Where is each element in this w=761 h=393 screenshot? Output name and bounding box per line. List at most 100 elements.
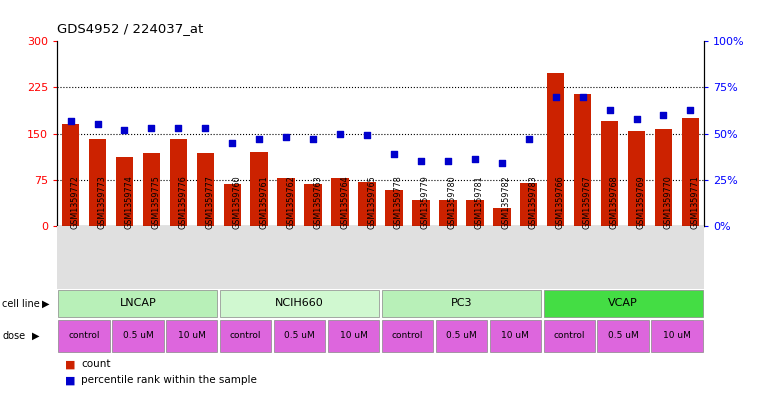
- Bar: [547, 73, 565, 226]
- Bar: [59, 290, 218, 317]
- Bar: [142, 153, 160, 226]
- Bar: [196, 153, 214, 226]
- Text: 10 uM: 10 uM: [339, 331, 368, 340]
- Point: [199, 125, 212, 131]
- Point: [361, 132, 373, 139]
- Bar: [543, 290, 702, 317]
- Text: GSM1359774: GSM1359774: [125, 175, 133, 229]
- Point: [469, 156, 481, 163]
- Bar: [543, 226, 569, 289]
- Point: [65, 118, 77, 124]
- Bar: [650, 226, 677, 289]
- Bar: [354, 226, 380, 289]
- Bar: [116, 157, 133, 226]
- Text: ▶: ▶: [32, 331, 40, 341]
- Point: [658, 112, 670, 118]
- Bar: [328, 320, 379, 352]
- Text: GSM1359766: GSM1359766: [556, 176, 565, 229]
- Bar: [382, 290, 541, 317]
- Bar: [677, 226, 704, 289]
- Bar: [274, 320, 325, 352]
- Point: [523, 136, 535, 142]
- Text: control: control: [392, 331, 423, 340]
- Text: 10 uM: 10 uM: [178, 331, 205, 340]
- Bar: [224, 184, 241, 226]
- Text: PC3: PC3: [451, 298, 472, 308]
- Bar: [59, 320, 110, 352]
- Text: count: count: [81, 359, 111, 369]
- Point: [495, 160, 508, 166]
- Point: [442, 158, 454, 164]
- Bar: [489, 320, 541, 352]
- Bar: [520, 183, 537, 226]
- Text: GSM1359770: GSM1359770: [664, 175, 673, 229]
- Text: GSM1359779: GSM1359779: [421, 175, 430, 229]
- Text: dose: dose: [2, 331, 25, 341]
- Text: VCAP: VCAP: [608, 298, 638, 308]
- Text: 0.5 uM: 0.5 uM: [446, 331, 476, 340]
- Bar: [62, 124, 79, 226]
- Text: LNCAP: LNCAP: [119, 298, 156, 308]
- Bar: [380, 226, 407, 289]
- Text: 0.5 uM: 0.5 uM: [285, 331, 315, 340]
- Point: [603, 107, 616, 113]
- Text: ■: ■: [65, 375, 75, 385]
- Bar: [466, 200, 483, 226]
- Text: 0.5 uM: 0.5 uM: [608, 331, 638, 340]
- Bar: [192, 226, 219, 289]
- Point: [388, 151, 400, 157]
- Point: [145, 125, 158, 131]
- Text: GSM1359773: GSM1359773: [97, 175, 107, 229]
- Text: control: control: [68, 331, 100, 340]
- Bar: [219, 226, 246, 289]
- Bar: [489, 226, 515, 289]
- Text: cell line: cell line: [2, 299, 40, 309]
- Point: [334, 130, 346, 137]
- Bar: [272, 226, 300, 289]
- Text: GSM1359763: GSM1359763: [313, 176, 322, 229]
- Bar: [654, 129, 672, 226]
- Text: GSM1359775: GSM1359775: [151, 175, 161, 229]
- Bar: [358, 182, 376, 226]
- Point: [684, 107, 696, 113]
- Text: GSM1359782: GSM1359782: [501, 175, 511, 229]
- Bar: [111, 226, 138, 289]
- Bar: [331, 178, 349, 226]
- Bar: [113, 320, 164, 352]
- Bar: [461, 226, 489, 289]
- Bar: [569, 226, 596, 289]
- Point: [119, 127, 131, 133]
- Point: [549, 94, 562, 100]
- Bar: [220, 320, 272, 352]
- Bar: [170, 139, 187, 226]
- Point: [415, 158, 427, 164]
- Bar: [597, 320, 648, 352]
- Text: GSM1359771: GSM1359771: [690, 175, 699, 229]
- Text: GSM1359760: GSM1359760: [232, 176, 241, 229]
- Bar: [57, 226, 84, 289]
- Bar: [138, 226, 165, 289]
- Text: NCIH660: NCIH660: [275, 298, 324, 308]
- Bar: [435, 226, 461, 289]
- Text: ■: ■: [65, 359, 75, 369]
- Bar: [304, 184, 322, 226]
- Bar: [436, 320, 487, 352]
- Text: 0.5 uM: 0.5 uM: [123, 331, 153, 340]
- Text: GSM1359768: GSM1359768: [610, 176, 619, 229]
- Bar: [220, 290, 379, 317]
- Bar: [515, 226, 543, 289]
- Text: GSM1359781: GSM1359781: [475, 176, 484, 229]
- Point: [630, 116, 642, 122]
- Bar: [246, 226, 272, 289]
- Text: GSM1359777: GSM1359777: [205, 175, 215, 229]
- Text: GSM1359761: GSM1359761: [260, 176, 268, 229]
- Text: ▶: ▶: [42, 299, 49, 309]
- Bar: [166, 320, 218, 352]
- Text: control: control: [553, 331, 585, 340]
- Bar: [628, 130, 645, 226]
- Text: GSM1359780: GSM1359780: [448, 176, 457, 229]
- Text: GSM1359783: GSM1359783: [529, 176, 538, 229]
- Text: GSM1359772: GSM1359772: [71, 175, 80, 229]
- Bar: [382, 320, 433, 352]
- Bar: [682, 118, 699, 226]
